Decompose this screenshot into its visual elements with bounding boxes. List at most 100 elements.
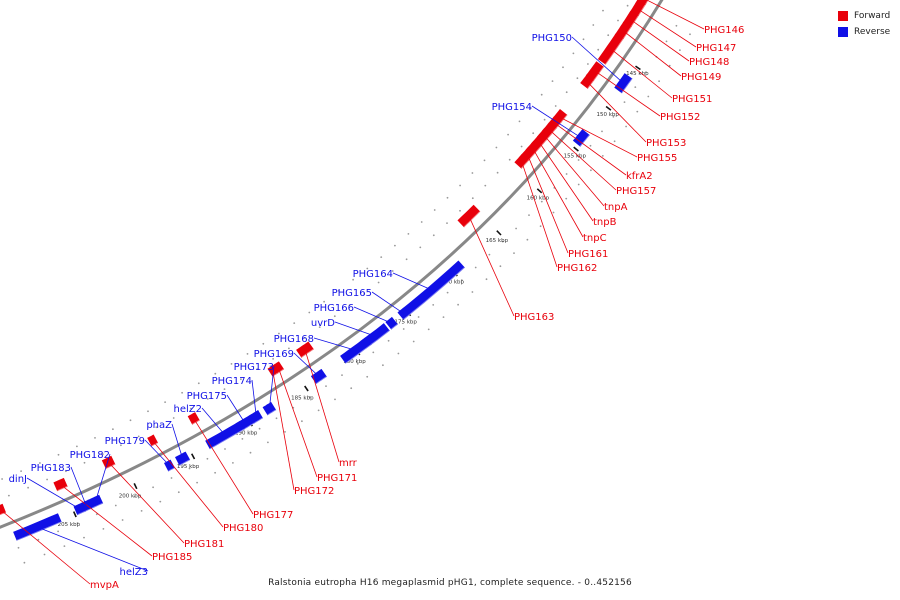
- gene-label-kfra2[interactable]: kfrA2: [626, 171, 653, 182]
- gene-label-phg157[interactable]: PHG157: [616, 186, 656, 197]
- scale-dot: [63, 545, 66, 547]
- leader-mvpa: [0, 509, 91, 585]
- gene-label-phg185[interactable]: PHG185: [152, 552, 192, 563]
- scale-dot: [188, 467, 191, 470]
- gene-label-phg179[interactable]: PHG179: [105, 436, 145, 447]
- scale-dot: [446, 196, 449, 199]
- gene-label-phg147[interactable]: PHG147: [696, 43, 736, 54]
- gene-label-phg153[interactable]: PHG153: [646, 138, 686, 149]
- scale-dot: [471, 197, 474, 200]
- scale-dot: [471, 291, 474, 293]
- scale-dot: [552, 211, 555, 214]
- gene-label-phg169[interactable]: PHG169: [254, 349, 294, 360]
- gene-label-phaz[interactable]: phaZ: [146, 420, 172, 431]
- leader-phg155: [559, 116, 638, 158]
- scale-dot: [170, 477, 173, 479]
- gene-label-helz2[interactable]: helZ2: [174, 404, 202, 415]
- gene-label-phg174[interactable]: PHG174: [212, 376, 252, 387]
- scale-dot: [114, 504, 117, 507]
- gene-highlight: [403, 314, 411, 320]
- gene-phg153[interactable]: [580, 74, 595, 89]
- scale-dot: [267, 441, 269, 444]
- scale-tick: [635, 65, 641, 71]
- gene-label-phg154[interactable]: PHG154: [492, 102, 532, 113]
- scale-dot: [230, 363, 233, 365]
- gene-label-helz3[interactable]: helZ3: [120, 567, 148, 578]
- leader-phaz: [171, 423, 183, 459]
- gene-label-phg183[interactable]: PHG183: [31, 463, 71, 474]
- gene-highlight: [57, 485, 68, 492]
- gene-phaz[interactable]: [174, 451, 191, 466]
- gene-label-phg152[interactable]: PHG152: [660, 112, 700, 123]
- forward-swatch: [838, 11, 848, 21]
- scale-dot: [301, 420, 303, 423]
- scale-dot: [23, 561, 26, 564]
- gene-highlight: [209, 428, 245, 450]
- scale-dot: [147, 410, 149, 413]
- gene-dinj[interactable]: [73, 502, 86, 516]
- scale-dot: [372, 351, 375, 354]
- scale-dot: [275, 417, 278, 420]
- scale-dot: [515, 227, 517, 230]
- gene-phg151[interactable]: [597, 33, 624, 65]
- scale-dot: [433, 209, 436, 211]
- gene-label-phg171[interactable]: PHG171: [317, 473, 357, 484]
- gene-label-phg148[interactable]: PHG148: [689, 57, 729, 68]
- gene-label-tnpb[interactable]: tnpB: [593, 217, 617, 228]
- gene-label-phg173[interactable]: PHG173: [234, 362, 274, 373]
- gene-label-phg151[interactable]: PHG151: [672, 94, 712, 105]
- gene-label-phg181[interactable]: PHG181: [184, 539, 224, 550]
- gene-label-tnpa[interactable]: tnpA: [604, 202, 628, 213]
- gene-label-phg155[interactable]: PHG155: [637, 153, 677, 164]
- scale-dot: [520, 145, 523, 148]
- leader-phg177: [193, 418, 254, 515]
- scale-dot: [526, 238, 529, 241]
- gene-label-phg177[interactable]: PHG177: [253, 510, 293, 521]
- gene-label-phg162[interactable]: PHG162: [557, 263, 597, 274]
- scale-dot: [39, 462, 41, 464]
- scale-dot: [590, 169, 592, 172]
- gene-label-phg164[interactable]: PHG164: [353, 269, 393, 280]
- leader-phg180: [152, 440, 224, 528]
- leader-phg174: [251, 379, 257, 417]
- leader-phg148: [630, 19, 690, 62]
- gene-label-phg166[interactable]: PHG166: [314, 303, 354, 314]
- gene-label-phg150[interactable]: PHG150: [532, 33, 572, 44]
- scale-dot: [668, 64, 671, 67]
- scale-dot: [152, 486, 155, 489]
- legend-forward: Forward: [838, 8, 890, 24]
- scale-dot: [196, 481, 199, 484]
- scale-dot: [337, 289, 340, 292]
- scale-dot: [459, 209, 461, 212]
- scale-dot: [589, 144, 592, 147]
- gene-label-uvrd[interactable]: uvrD: [311, 318, 335, 329]
- gene-phg169[interactable]: [310, 368, 327, 385]
- scale-dot: [206, 457, 209, 460]
- gene-label-phg161[interactable]: PHG161: [568, 249, 608, 260]
- gene-label-phg149[interactable]: PHG149: [681, 72, 721, 83]
- leader-phg175: [226, 394, 246, 424]
- scale-label-205-kbp: 205 kbp: [58, 522, 81, 528]
- leader-phg182: [95, 453, 111, 502]
- scale-dot: [240, 378, 242, 381]
- leader-phg165: [371, 291, 405, 314]
- scale-dot: [249, 451, 252, 454]
- leader-phg161: [527, 154, 569, 254]
- gene-label-tnpc[interactable]: tnpC: [583, 233, 607, 244]
- gene-label-phg180[interactable]: PHG180: [223, 523, 263, 534]
- gene-mvpa[interactable]: [0, 503, 7, 516]
- gene-label-phg146[interactable]: PHG146: [704, 25, 744, 36]
- gene-label-phg163[interactable]: PHG163: [514, 312, 554, 323]
- gene-helz3[interactable]: [13, 513, 62, 541]
- gene-label-phg165[interactable]: PHG165: [332, 288, 372, 299]
- scale-dot: [405, 258, 408, 261]
- scale-dot: [214, 372, 217, 375]
- gene-label-phg172[interactable]: PHG172: [294, 486, 334, 497]
- gene-label-mvpa[interactable]: mvpA: [90, 580, 119, 591]
- gene-label-mrr[interactable]: mrr: [339, 458, 358, 469]
- gene-label-phg175[interactable]: PHG175: [187, 391, 227, 402]
- gene-label-phg182[interactable]: PHG182: [70, 450, 110, 461]
- scale-dot: [565, 197, 568, 200]
- gene-label-dinj[interactable]: dinJ: [9, 474, 27, 485]
- gene-label-phg168[interactable]: PHG168: [274, 334, 314, 345]
